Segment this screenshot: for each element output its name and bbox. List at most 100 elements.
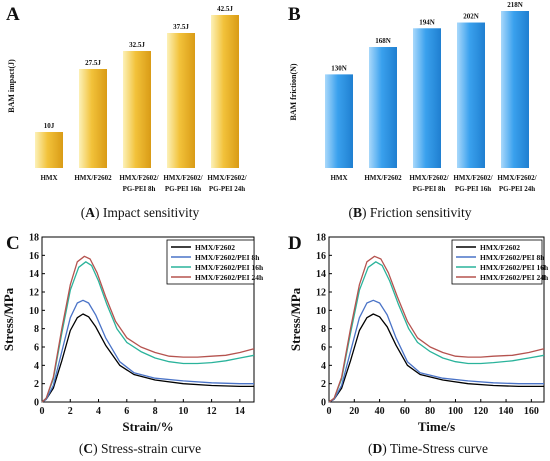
y-tick-label: 14 xyxy=(29,269,39,280)
y-tick-label: 4 xyxy=(321,361,326,372)
y-tick-label: 0 xyxy=(34,398,39,409)
panel-b-friction-chart: B BAM friction(N) 130N HMX 168N HMX/F2602 194N… xyxy=(288,1,538,220)
panel-c-stress-strain-chart: C 0 2 4 6 8 10 12 14 16 18 0 2 4 6 8 10 12 14 Stress/MPa Str… xyxy=(1,233,264,457)
bar-4 xyxy=(167,33,195,168)
bar-value-label: 27.5J xyxy=(85,59,101,67)
bar-value-label: 32.5J xyxy=(129,41,145,49)
category-label: HMX/F2602/ xyxy=(119,174,159,182)
y-tick-label: 8 xyxy=(34,324,39,335)
legend-label: HMX/F2602 xyxy=(195,243,235,252)
panel-letter: B xyxy=(288,4,301,25)
caption-letter: ( xyxy=(79,441,84,456)
caption-letter: ( xyxy=(81,205,86,220)
panel-letter: A xyxy=(6,4,20,25)
caption-letter-bold: C xyxy=(83,441,93,456)
category-label: HMX/F2602/ xyxy=(409,174,449,182)
x-tick-label: 0 xyxy=(327,406,332,417)
panel-d-time-stress-chart: D 0 2 4 6 8 10 12 14 16 18 0 20 40 60 80 100 120 140 160 Str… xyxy=(288,233,549,457)
category-label: PG-PEI 24h xyxy=(209,185,245,193)
x-tick-label: 12 xyxy=(207,406,217,417)
x-tick-label: 20 xyxy=(349,406,359,417)
bar-value-label: 10J xyxy=(44,122,55,130)
y-tick-label: 6 xyxy=(321,343,326,354)
category-label: HMX/F2602/ xyxy=(453,174,493,182)
bar-3 xyxy=(413,28,441,168)
y-tick-label: 18 xyxy=(316,233,326,244)
y-tick-label: 2 xyxy=(34,379,39,390)
y-tick-label: 2 xyxy=(321,379,326,390)
bar-1 xyxy=(325,74,353,168)
series-line-2 xyxy=(328,299,544,403)
x-tick-label: 0 xyxy=(40,406,45,417)
series-line-1 xyxy=(41,313,254,403)
y-axis-label: BAM impact(J) xyxy=(7,59,16,113)
category-label: PG-PEI 16h xyxy=(455,185,491,193)
category-label: HMX/F2602 xyxy=(364,174,402,182)
legend-label: HMX/F2602/PEI 8h xyxy=(480,253,545,262)
legend-label: HMX/F2602/PEI 8h xyxy=(195,253,260,262)
panel-caption: (D) Time-Stress curve xyxy=(368,441,488,456)
y-axis-label: BAM friction(N) xyxy=(289,63,298,120)
bar-value-label: 202N xyxy=(463,13,479,21)
caption-letter-bold: D xyxy=(373,441,383,456)
y-tick-label: 14 xyxy=(316,269,326,280)
series-line-4 xyxy=(328,255,545,403)
caption-text: ) Impact sensitivity xyxy=(95,205,199,220)
series-line-4 xyxy=(41,255,255,403)
bar-5 xyxy=(211,15,239,168)
caption-letter-bold: B xyxy=(353,205,362,220)
x-tick-label: 10 xyxy=(178,406,188,417)
y-tick-label: 18 xyxy=(29,233,39,244)
caption-text: ) Stress-strain curve xyxy=(93,441,201,456)
y-tick-label: 8 xyxy=(321,324,326,335)
bar-value-label: 130N xyxy=(331,64,347,72)
series-line-1 xyxy=(328,313,544,403)
x-tick-label: 100 xyxy=(448,406,463,417)
legend-label: HMX/F2602/PEI 24h xyxy=(480,273,549,282)
x-tick-label: 2 xyxy=(68,406,73,417)
caption-letter: ( xyxy=(348,205,353,220)
x-tick-label: 80 xyxy=(425,406,435,417)
category-label: HMX/F2602/ xyxy=(207,174,247,182)
legend-label: HMX/F2602/PEI 16h xyxy=(195,263,264,272)
bar-5 xyxy=(501,11,529,168)
y-tick-label: 6 xyxy=(34,343,39,354)
y-tick-label: 16 xyxy=(29,251,39,262)
x-tick-label: 160 xyxy=(524,406,539,417)
y-tick-label: 12 xyxy=(29,288,39,299)
bar-2 xyxy=(79,69,107,168)
x-axis-label: Time/s xyxy=(418,419,455,434)
y-axis-label: Stress/MPa xyxy=(1,287,16,351)
bar-4 xyxy=(457,22,485,169)
y-tick-label: 12 xyxy=(316,288,326,299)
legend-label: HMX/F2602/PEI 16h xyxy=(480,263,549,272)
y-tick-label: 4 xyxy=(34,361,39,372)
category-label: HMX/F2602 xyxy=(74,174,112,182)
category-label: HMX/F2602/ xyxy=(163,174,203,182)
bar-3 xyxy=(123,51,151,168)
x-tick-label: 4 xyxy=(96,406,101,417)
bar-value-label: 42.5J xyxy=(217,5,233,13)
plot-frame xyxy=(328,236,545,403)
x-tick-label: 6 xyxy=(124,406,129,417)
panel-caption: (A) Impact sensitivity xyxy=(81,205,200,220)
x-tick-label: 8 xyxy=(153,406,158,417)
category-label: HMX xyxy=(40,174,57,182)
x-tick-label: 120 xyxy=(473,406,488,417)
x-tick-label: 40 xyxy=(375,406,385,417)
caption-letter-bold: A xyxy=(85,205,95,220)
plot-frame xyxy=(41,236,255,403)
bar-1 xyxy=(35,132,63,168)
caption-text: ) Friction sensitivity xyxy=(362,205,472,220)
bar-2 xyxy=(369,47,397,169)
y-axis-label: Stress/MPa xyxy=(288,287,303,351)
bar-value-label: 194N xyxy=(419,18,435,26)
x-tick-label: 14 xyxy=(235,406,245,417)
category-label: HMX/F2602/ xyxy=(497,174,537,182)
y-tick-label: 10 xyxy=(316,306,326,317)
panel-letter: D xyxy=(288,233,302,254)
caption-text: ) Time-Stress curve xyxy=(382,441,488,456)
category-label: PG-PEI 8h xyxy=(123,185,156,193)
series-line-3 xyxy=(328,261,545,403)
category-label: PG-PEI 16h xyxy=(165,185,201,193)
